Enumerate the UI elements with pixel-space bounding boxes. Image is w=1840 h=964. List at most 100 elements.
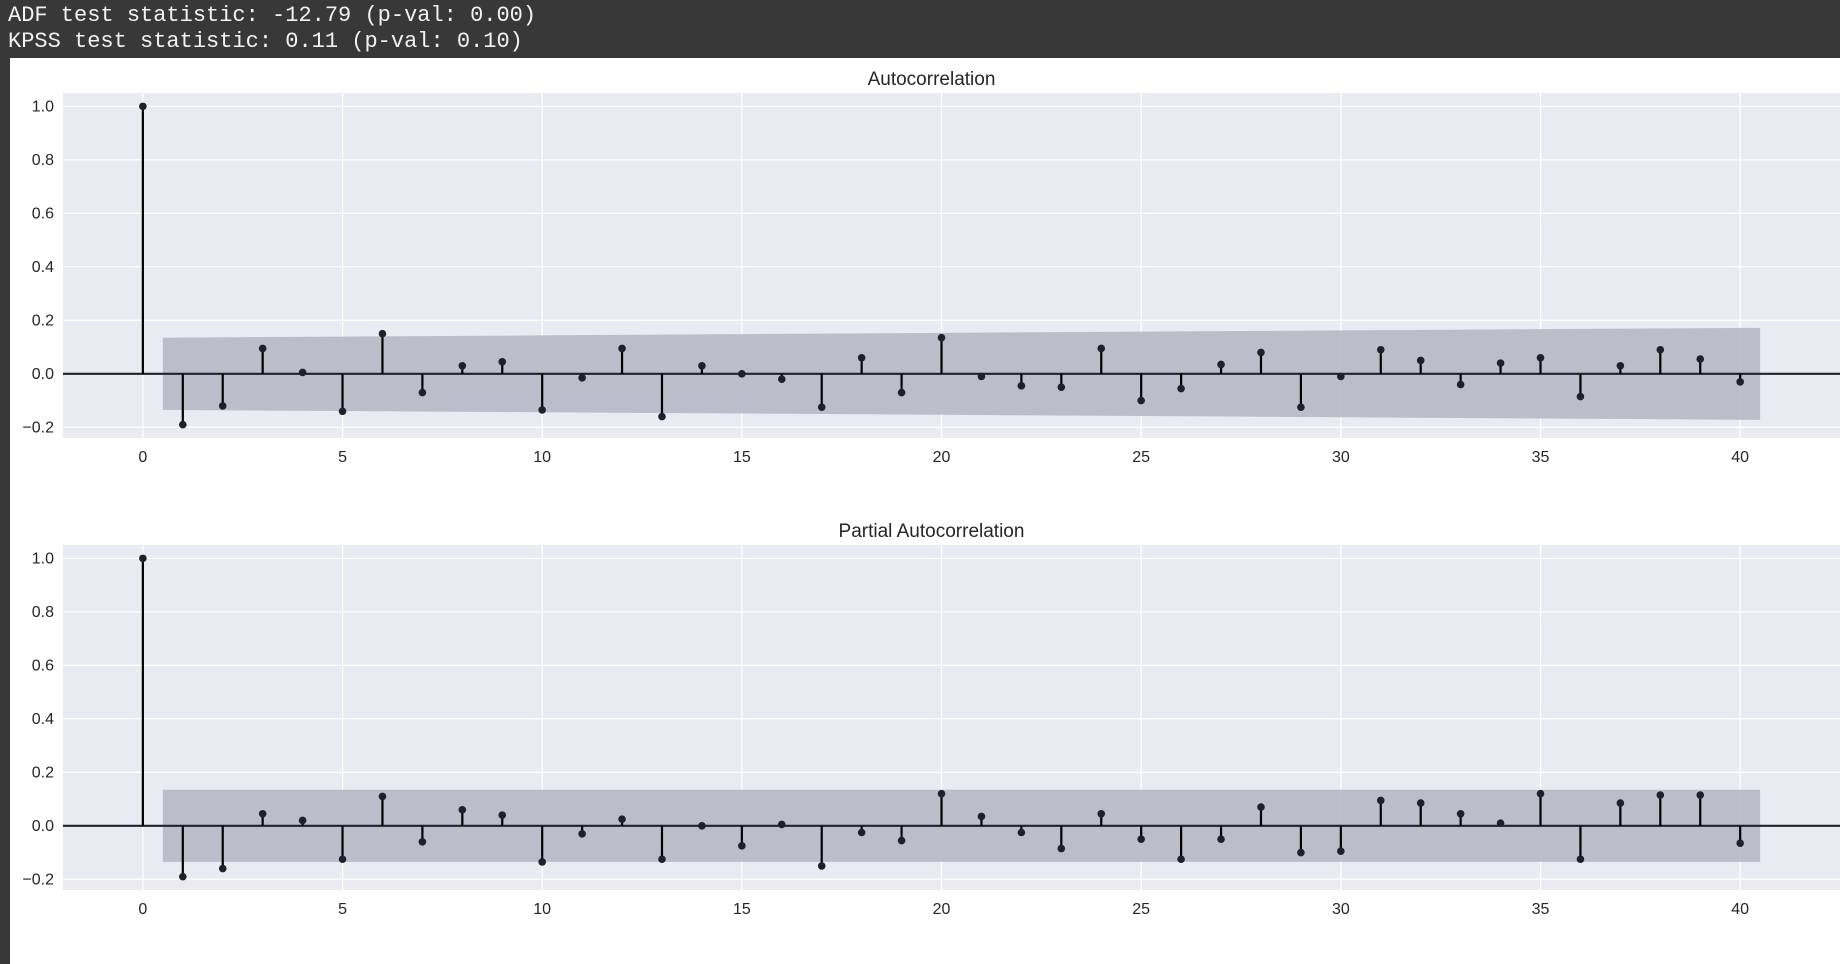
y-tick-label: 0.6 [32,657,54,674]
marker-lag-25 [1137,835,1145,843]
y-tick-label: 0.4 [32,259,54,276]
x-tick-label: 40 [1731,901,1749,918]
marker-lag-18 [857,828,866,837]
marker-lag-40 [1736,839,1744,847]
marker-lag-25 [1137,396,1145,405]
marker-lag-5 [338,855,347,864]
marker-lag-1 [178,872,187,881]
marker-lag-30 [1337,372,1345,381]
marker-lag-39 [1696,355,1705,363]
x-tick-label: 25 [1132,901,1150,918]
marker-lag-12 [618,344,626,353]
marker-lag-20 [937,789,946,798]
x-tick-label: 30 [1332,449,1350,466]
marker-lag-32 [1416,799,1425,807]
marker-lag-15 [738,842,746,850]
marker-lag-39 [1696,791,1705,799]
kpss-statistic-text: KPSS test statistic: 0.11 (p-val: 0.10) [8,29,523,54]
y-tick-label: −0.2 [22,419,54,436]
plot-title: Partial Autocorrelation [839,521,1025,542]
y-tick-label: 0.2 [32,764,54,781]
marker-lag-36 [1576,392,1585,401]
marker-lag-11 [578,374,586,382]
y-tick-label: −0.2 [22,871,54,888]
y-tick-label: 0.6 [32,205,54,222]
marker-lag-24 [1097,344,1106,353]
x-tick-label: 35 [1532,901,1550,918]
y-tick-label: 0.4 [32,711,54,728]
x-tick-label: 15 [733,901,751,918]
plot-pacf: Partial Autocorrelation 0 5 10 15 20 25 30 35 40 −… [22,521,1840,918]
y-tick-label: 0.8 [32,152,54,169]
marker-lag-13 [658,412,666,421]
marker-lag-30 [1337,847,1345,856]
marker-lag-32 [1416,356,1425,365]
marker-lag-22 [1017,382,1026,390]
marker-lag-21 [977,372,986,381]
marker-lag-0 [139,102,147,111]
marker-lag-37 [1616,361,1625,370]
marker-lag-0 [139,554,147,563]
marker-lag-29 [1297,403,1305,412]
marker-lag-23 [1057,383,1066,391]
y-tick-label: 0.0 [32,818,54,835]
marker-lag-26 [1177,855,1185,864]
marker-lag-16 [777,375,786,383]
marker-lag-14 [698,361,706,370]
marker-lag-4 [298,816,307,825]
marker-lag-22 [1017,828,1026,837]
marker-lag-8 [458,361,467,370]
y-tick-label: 1.0 [32,550,54,567]
marker-lag-38 [1656,345,1665,354]
x-tick-label: 0 [138,901,147,918]
figure: Autocorrelation 0 5 10 15 20 25 30 35 40 −0.2 0.0 0.… [10,58,1840,964]
marker-lag-7 [418,838,427,846]
marker-lag-2 [218,402,227,410]
marker-lag-40 [1736,378,1744,386]
marker-lag-10 [538,406,546,414]
marker-lag-31 [1376,796,1385,805]
marker-lag-16 [777,820,786,829]
marker-lag-9 [498,357,507,366]
marker-lag-24 [1097,809,1106,818]
marker-lag-28 [1257,803,1265,811]
marker-lag-3 [258,809,267,818]
marker-lag-19 [897,388,906,397]
marker-lag-18 [857,353,866,362]
marker-lag-10 [538,858,546,866]
marker-lag-31 [1376,345,1385,354]
marker-lag-8 [458,805,467,814]
x-tick-label: 5 [338,449,347,466]
marker-lag-37 [1616,799,1625,807]
marker-lag-29 [1297,848,1305,857]
y-tick-label: 0.0 [32,366,54,383]
x-tick-label: 30 [1332,901,1350,918]
marker-lag-17 [817,403,826,412]
x-tick-label: 0 [138,449,147,466]
adf-statistic-text: ADF test statistic: -12.79 (p-val: 0.00) [8,3,537,28]
marker-lag-7 [418,388,427,397]
marker-lag-38 [1656,791,1665,799]
marker-lag-14 [698,822,706,830]
marker-lag-3 [258,344,267,353]
marker-lag-17 [817,862,826,870]
marker-lag-36 [1576,855,1585,864]
correlogram-figure: Autocorrelation 0 5 10 15 20 25 30 35 40 −0.2 0.0 0.… [22,69,1840,918]
x-tick-label: 10 [533,901,551,918]
marker-lag-35 [1536,353,1545,362]
plot-title: Autocorrelation [868,69,996,90]
y-tick-label: 0.8 [32,604,54,621]
marker-lag-27 [1217,835,1225,843]
y-tick-label: 0.2 [32,312,54,329]
cell-output-header: ADF test statistic: -12.79 (p-val: 0.00)… [0,0,1840,58]
x-tick-label: 25 [1132,449,1150,466]
marker-lag-19 [897,836,906,845]
y-tick-label: 1.0 [32,98,54,115]
marker-lag-21 [977,812,986,821]
x-tick-label: 5 [338,901,347,918]
x-tick-label: 10 [533,449,551,466]
x-tick-label: 15 [733,449,751,466]
marker-lag-13 [658,855,666,864]
x-tick-label: 20 [933,449,951,466]
x-tick-label: 20 [933,901,951,918]
